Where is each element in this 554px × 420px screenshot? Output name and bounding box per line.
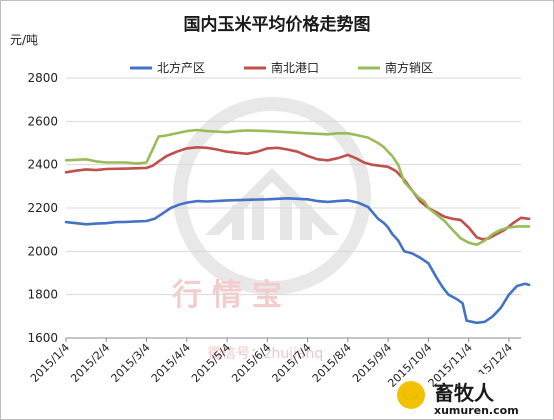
legend-label: 南方销区: [385, 60, 433, 75]
series-line: [64, 146, 531, 241]
y-tick-label: 2200: [27, 201, 58, 215]
watermark-ring: [173, 97, 371, 295]
logo-main-text: 畜牧人: [434, 381, 495, 405]
y-tick-label: 2600: [27, 114, 58, 128]
x-tick-label: 2015/4/4: [149, 341, 193, 385]
y-tick-label: 2800: [27, 71, 58, 85]
grid-lines: [66, 77, 521, 296]
y-tick-label: 1600: [27, 331, 58, 345]
legend-label: 北方产区: [157, 60, 205, 75]
watermark-sub-text: 微信号：zhujiahq: [208, 346, 323, 362]
watermark-brand-text: 行情宝: [171, 278, 292, 313]
watermark-bar-icon: [232, 205, 244, 240]
watermark: 行情宝 微信号：zhujiahq: [171, 97, 371, 362]
y-axis-ticks: 1600 1800 2000 2200 2400 2600 2800: [27, 71, 58, 345]
logo-sub-text: xumuren.com: [434, 404, 519, 417]
legend-label: 南北港口: [271, 60, 319, 75]
x-tick-label: 2015/3/4: [109, 341, 153, 385]
logo-background: [464, 374, 550, 416]
y-axis-unit-label: 元/吨: [10, 33, 38, 47]
y-tick-label: 1800: [27, 288, 58, 302]
y-tick-label: 2000: [27, 244, 58, 258]
legend: 北方产区 南北港口 南方销区: [130, 60, 433, 75]
logo-emblem-icon: [397, 381, 425, 409]
y-tick-label: 2400: [27, 158, 58, 172]
series-line: [64, 128, 531, 247]
watermark-bar-icon: [300, 205, 312, 240]
series-line: [64, 197, 531, 325]
logo-leaf-icon: [402, 392, 420, 400]
series-lines: [64, 128, 531, 325]
x-tick-label: 2015/2/4: [68, 341, 112, 385]
xumuren-logo: 畜牧人 xumuren.com: [397, 374, 550, 417]
watermark-bar-icon: [252, 195, 264, 240]
x-tick-label: 2015/1/4: [28, 341, 72, 385]
watermark-roof-icon: [205, 168, 339, 235]
watermark-bar-icon: [280, 195, 292, 240]
chart-title: 国内玉米平均价格走势图: [184, 14, 371, 35]
